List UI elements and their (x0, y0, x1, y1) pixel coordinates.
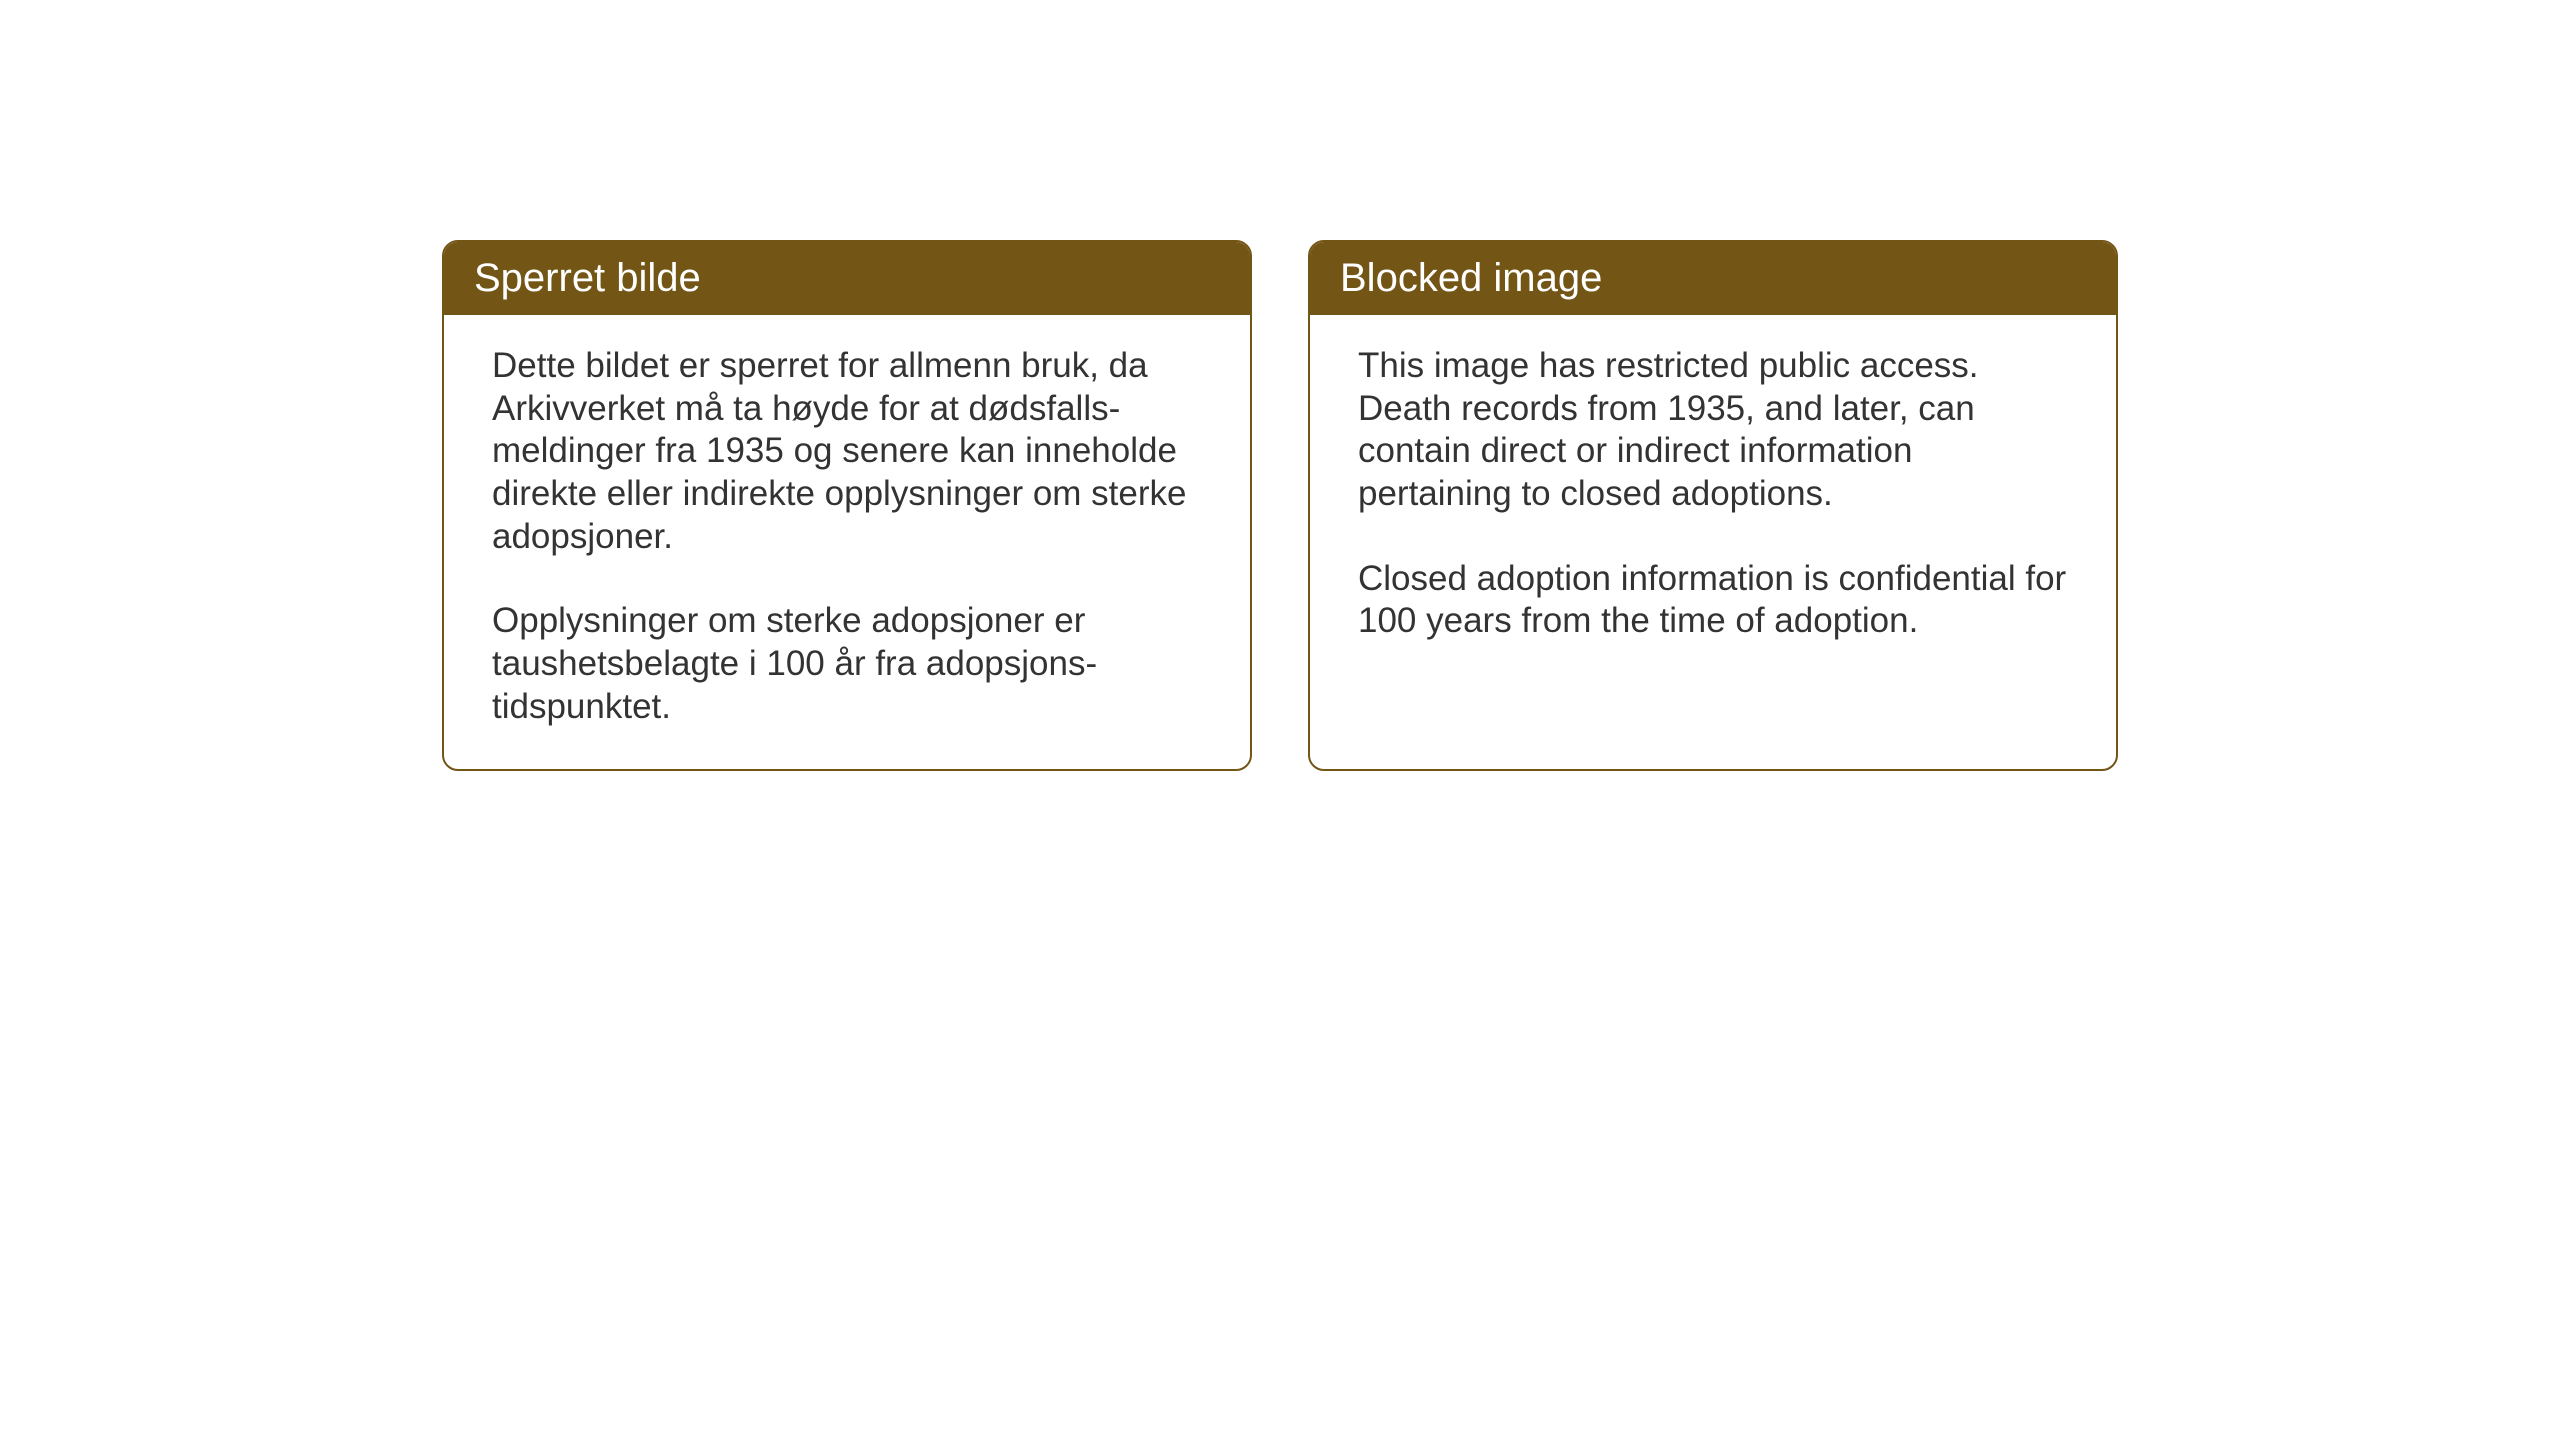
card-header-english: Blocked image (1310, 242, 2116, 315)
card-body-norwegian: Dette bildet er sperret for allmenn bruk… (444, 315, 1250, 769)
notice-cards-container: Sperret bilde Dette bildet er sperret fo… (442, 240, 2560, 771)
notice-card-norwegian: Sperret bilde Dette bildet er sperret fo… (442, 240, 1252, 771)
card-title-english: Blocked image (1340, 256, 1602, 300)
card-header-norwegian: Sperret bilde (444, 242, 1250, 315)
card-paragraph-1-norwegian: Dette bildet er sperret for allmenn bruk… (492, 345, 1202, 558)
card-body-english: This image has restricted public access.… (1310, 315, 2116, 683)
card-paragraph-2-english: Closed adoption information is confident… (1358, 558, 2068, 643)
notice-card-english: Blocked image This image has restricted … (1308, 240, 2118, 771)
card-paragraph-1-english: This image has restricted public access.… (1358, 345, 2068, 516)
card-title-norwegian: Sperret bilde (474, 256, 701, 300)
card-paragraph-2-norwegian: Opplysninger om sterke adopsjoner er tau… (492, 600, 1202, 728)
